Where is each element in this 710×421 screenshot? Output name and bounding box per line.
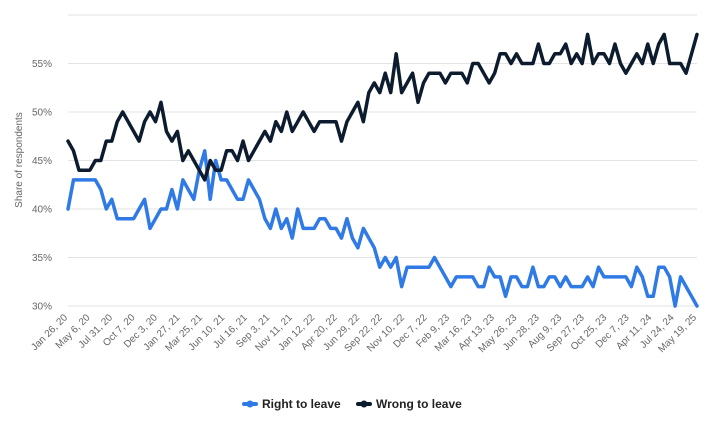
series-line-wrong-to-leave[interactable]: [66, 32, 699, 182]
y-tick-label: 35%: [32, 253, 52, 264]
legend-marker-wrong-to-leave: [360, 400, 368, 408]
legend-item-wrong-to-leave[interactable]: Wrong to leave: [356, 397, 462, 411]
series-line-right-to-leave[interactable]: [66, 149, 699, 308]
legend-marker-right-to-leave: [246, 400, 254, 408]
y-axis-title: Share of respondents: [14, 112, 25, 208]
grid: [68, 14, 697, 307]
legend-label-wrong-to-leave: Wrong to leave: [376, 397, 462, 411]
legend: Right to leave Wrong to leave: [242, 397, 462, 411]
series-lines: [66, 32, 699, 308]
y-tick-label: 45%: [32, 156, 52, 167]
y-tick-label: 40%: [32, 205, 52, 216]
legend-item-right-to-leave[interactable]: Right to leave: [242, 397, 341, 411]
y-tick-label: 55%: [32, 59, 52, 70]
y-tick-label: 30%: [32, 302, 52, 313]
y-axis-ticks: 30% 35% 40% 45% 50% 55%: [32, 59, 52, 313]
legend-label-right-to-leave: Right to leave: [262, 397, 341, 411]
y-tick-label: 50%: [32, 108, 52, 119]
